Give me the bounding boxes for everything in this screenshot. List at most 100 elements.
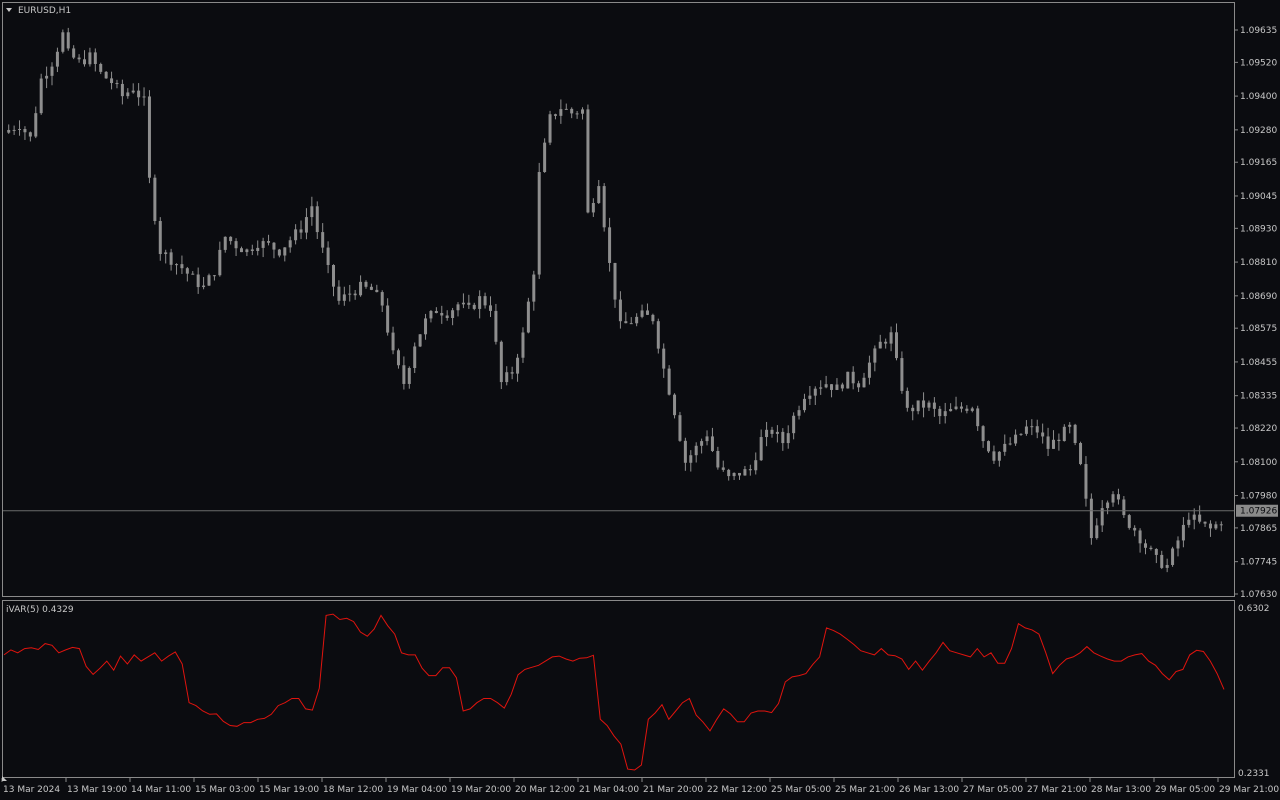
candle-body [245,249,249,253]
candle-body [175,264,179,266]
candle-body [1084,464,1088,499]
candle-body [840,384,844,389]
candle-body [987,441,991,452]
candle-body [732,472,736,477]
indicator-top-tick: 0.6302 [1238,604,1270,614]
candle-body [959,406,963,409]
candle-body [294,229,298,241]
price-tick-label: 1.09400 [1240,92,1277,102]
candle-body [353,293,357,296]
time-tick-label: 15 Mar 19:00 [259,785,319,795]
price-tick-label: 1.09520 [1240,58,1277,68]
candle-body [1003,443,1007,452]
candle-body [813,388,817,396]
candle-body [207,275,211,286]
price-axis: 1.09635 1.09520 1.09400 1.09280 1.09165 1.090… [1234,26,1277,600]
candle-body [532,274,536,302]
candle-body [808,395,812,399]
candle-body [434,311,438,314]
candle-body [424,318,428,335]
candle-body [678,415,682,441]
time-tick-label: 14 Mar 11:00 [131,785,191,795]
price-tick-label: 1.07630 [1240,590,1277,600]
symbol-label: EURUSD,H1 [18,6,71,16]
candle-body [770,429,774,434]
candle-body [137,90,141,98]
candle-body [640,310,644,317]
candle-body [196,274,200,288]
candle-body [185,268,189,274]
candle-body [911,407,915,412]
candle-body [700,441,704,446]
time-axis: 13 Mar 2024 13 Mar 19:00 14 Mar 11:00 15 Ma… [1,778,1279,795]
candle-body [202,285,206,288]
candle-body [645,310,649,315]
candle-body [337,286,341,301]
candle-body [99,64,103,72]
candle-body [949,409,953,412]
candle-body [781,431,785,444]
candle-body [131,90,135,93]
candle-body [683,440,687,463]
candle-body [310,206,314,218]
candle-body [472,304,476,309]
candle-body [727,469,731,477]
time-tick-label: 27 Mar 05:00 [963,785,1023,795]
candle-body [39,78,43,114]
candle-body [1133,527,1137,531]
time-tick-label: 18 Mar 12:00 [323,785,383,795]
candle-body [689,455,693,463]
candle-body [23,128,27,133]
candle-body [830,384,834,390]
candle-body [721,467,725,470]
price-tick-label: 1.08220 [1240,424,1277,434]
candle-body [516,357,520,374]
price-tick-label: 1.07980 [1240,492,1277,502]
candle-body [1219,524,1223,526]
candle-body [158,221,162,255]
candle-body [380,292,384,306]
candle-body [1100,508,1104,526]
candle-body [775,431,779,434]
candle-body [1041,432,1045,437]
candle-body [18,128,22,130]
candle-body [1111,494,1115,503]
price-tick-label: 1.08100 [1240,458,1277,468]
candle-body [386,305,390,333]
time-tick-label: 29 Mar 05:00 [1155,785,1215,795]
candle-body [564,108,568,110]
candle-body [332,264,336,287]
candle-body [824,384,828,388]
candle-body [413,346,417,369]
candle-body [478,296,482,309]
candle-body [72,48,76,58]
candle-body [267,241,271,243]
candle-body [786,433,790,444]
price-tick-label: 1.08575 [1240,324,1277,334]
candle-body [802,398,806,411]
triangle-down-icon[interactable] [6,8,12,12]
candle-body [1014,434,1018,444]
candle-body [894,332,898,359]
candle-body [792,415,796,434]
candle-body [1030,426,1034,428]
price-panel-frame [2,2,1235,597]
candle-body [797,410,801,416]
candle-body [315,206,319,233]
candle-body [548,114,552,143]
candle-body [905,390,909,408]
candle-body [396,350,400,366]
candle-body [938,408,942,417]
time-tick-label: 21 Mar 04:00 [579,785,639,795]
candle-body [932,402,936,409]
candle-body [1176,540,1180,549]
candle-body [456,304,460,311]
candle-body [212,275,216,277]
candle-body [581,109,585,114]
candle-body [1154,549,1158,555]
candle-body [391,332,395,351]
candle-body [234,241,238,249]
candle-body [256,247,260,251]
candle-body [1024,426,1028,434]
